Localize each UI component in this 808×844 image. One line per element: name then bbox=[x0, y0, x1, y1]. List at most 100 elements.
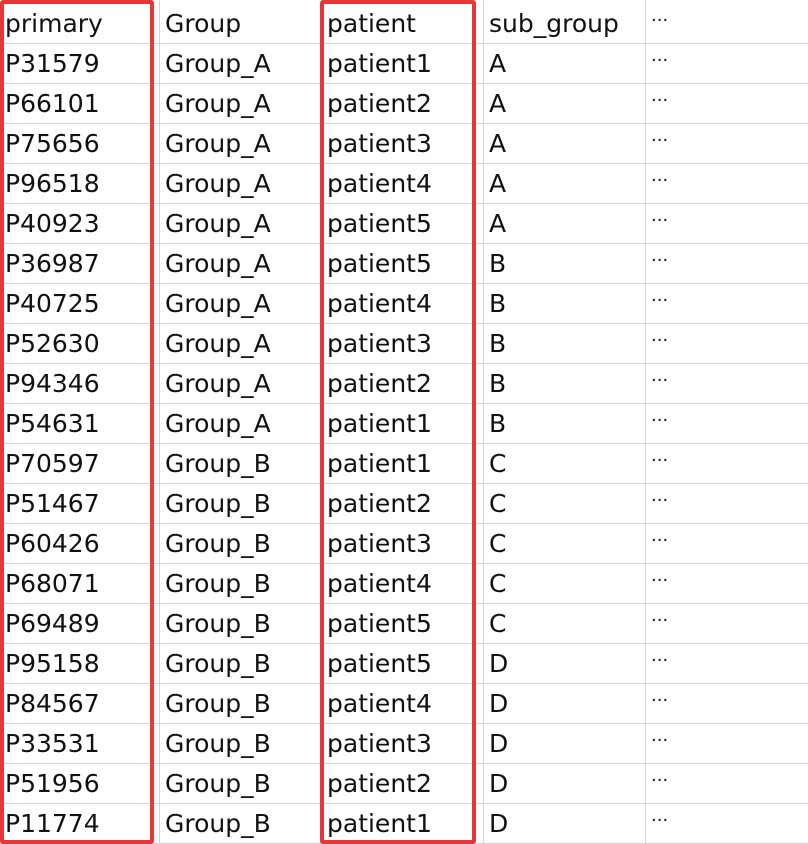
table-cell[interactable]: patient1 bbox=[327, 49, 432, 78]
table-cell[interactable]: P54631 bbox=[5, 409, 100, 438]
more-columns-indicator[interactable]: ··· bbox=[651, 10, 669, 31]
table-cell[interactable]: P36987 bbox=[5, 249, 100, 278]
table-cell[interactable]: P94346 bbox=[5, 369, 100, 398]
table-cell[interactable]: P95158 bbox=[5, 649, 100, 678]
ellipsis-cell[interactable]: ··· bbox=[651, 130, 669, 151]
table-cell[interactable]: Group_B bbox=[165, 449, 271, 478]
ellipsis-cell[interactable]: ··· bbox=[651, 370, 669, 391]
table-cell[interactable]: patient4 bbox=[327, 689, 432, 718]
table-cell[interactable]: Group_B bbox=[165, 529, 271, 558]
table-cell[interactable]: patient3 bbox=[327, 329, 432, 358]
table-cell[interactable]: patient5 bbox=[327, 609, 432, 638]
table-cell[interactable]: P31579 bbox=[5, 49, 100, 78]
table-cell[interactable]: D bbox=[489, 809, 509, 838]
table-cell[interactable]: patient3 bbox=[327, 529, 432, 558]
table-cell[interactable]: P60426 bbox=[5, 529, 100, 558]
table-cell[interactable]: patient2 bbox=[327, 489, 432, 518]
table-cell[interactable]: Group_A bbox=[165, 209, 271, 238]
table-cell[interactable]: A bbox=[489, 49, 507, 78]
table-cell[interactable]: B bbox=[489, 249, 507, 278]
table-cell[interactable]: patient5 bbox=[327, 649, 432, 678]
ellipsis-cell[interactable]: ··· bbox=[651, 170, 669, 191]
ellipsis-cell[interactable]: ··· bbox=[651, 690, 669, 711]
table-cell[interactable]: C bbox=[489, 609, 507, 638]
table-cell[interactable]: B bbox=[489, 289, 507, 318]
table-cell[interactable]: D bbox=[489, 729, 509, 758]
ellipsis-cell[interactable]: ··· bbox=[651, 210, 669, 231]
table-cell[interactable]: A bbox=[489, 209, 507, 238]
table-cell[interactable]: patient3 bbox=[327, 729, 432, 758]
table-cell[interactable]: A bbox=[489, 129, 507, 158]
ellipsis-cell[interactable]: ··· bbox=[651, 330, 669, 351]
table-cell[interactable]: patient1 bbox=[327, 809, 432, 838]
table-cell[interactable]: C bbox=[489, 529, 507, 558]
table-cell[interactable]: P84567 bbox=[5, 689, 100, 718]
table-cell[interactable]: P40923 bbox=[5, 209, 100, 238]
table-cell[interactable]: patient5 bbox=[327, 209, 432, 238]
table-cell[interactable]: Group_B bbox=[165, 569, 271, 598]
table-cell[interactable]: Group_B bbox=[165, 609, 271, 638]
column-header[interactable]: patient bbox=[327, 9, 416, 38]
table-cell[interactable]: Group_A bbox=[165, 89, 271, 118]
table-cell[interactable]: patient2 bbox=[327, 769, 432, 798]
table-cell[interactable]: C bbox=[489, 489, 507, 518]
table-cell[interactable]: P70597 bbox=[5, 449, 100, 478]
table-cell[interactable]: Group_A bbox=[165, 369, 271, 398]
table-cell[interactable]: Group_B bbox=[165, 689, 271, 718]
table-cell[interactable]: C bbox=[489, 449, 507, 478]
table-cell[interactable]: patient4 bbox=[327, 569, 432, 598]
table-cell[interactable]: Group_B bbox=[165, 489, 271, 518]
table-cell[interactable]: D bbox=[489, 769, 509, 798]
table-cell[interactable]: patient4 bbox=[327, 169, 432, 198]
ellipsis-cell[interactable]: ··· bbox=[651, 50, 669, 71]
table-cell[interactable]: D bbox=[489, 649, 509, 678]
table-cell[interactable]: patient1 bbox=[327, 409, 432, 438]
table-cell[interactable]: Group_B bbox=[165, 809, 271, 838]
table-cell[interactable]: P11774 bbox=[5, 809, 100, 838]
table-cell[interactable]: patient1 bbox=[327, 449, 432, 478]
table-cell[interactable]: P96518 bbox=[5, 169, 100, 198]
ellipsis-cell[interactable]: ··· bbox=[651, 650, 669, 671]
table-cell[interactable]: Group_B bbox=[165, 649, 271, 678]
table-cell[interactable]: B bbox=[489, 369, 507, 398]
ellipsis-cell[interactable]: ··· bbox=[651, 570, 669, 591]
table-cell[interactable]: Group_B bbox=[165, 769, 271, 798]
ellipsis-cell[interactable]: ··· bbox=[651, 450, 669, 471]
table-cell[interactable]: patient2 bbox=[327, 369, 432, 398]
table-cell[interactable]: Group_A bbox=[165, 289, 271, 318]
ellipsis-cell[interactable]: ··· bbox=[651, 290, 669, 311]
table-cell[interactable]: P40725 bbox=[5, 289, 100, 318]
ellipsis-cell[interactable]: ··· bbox=[651, 530, 669, 551]
table-cell[interactable]: patient5 bbox=[327, 249, 432, 278]
table-cell[interactable]: A bbox=[489, 169, 507, 198]
ellipsis-cell[interactable]: ··· bbox=[651, 90, 669, 111]
table-cell[interactable]: B bbox=[489, 329, 507, 358]
table-cell[interactable]: Group_A bbox=[165, 129, 271, 158]
table-cell[interactable]: P69489 bbox=[5, 609, 100, 638]
table-cell[interactable]: B bbox=[489, 409, 507, 438]
column-header[interactable]: primary bbox=[5, 9, 103, 38]
ellipsis-cell[interactable]: ··· bbox=[651, 770, 669, 791]
table-cell[interactable]: P33531 bbox=[5, 729, 100, 758]
table-cell[interactable]: Group_A bbox=[165, 329, 271, 358]
ellipsis-cell[interactable]: ··· bbox=[651, 610, 669, 631]
ellipsis-cell[interactable]: ··· bbox=[651, 730, 669, 751]
ellipsis-cell[interactable]: ··· bbox=[651, 490, 669, 511]
table-cell[interactable]: P52630 bbox=[5, 329, 100, 358]
table-cell[interactable]: A bbox=[489, 89, 507, 118]
table-cell[interactable]: patient2 bbox=[327, 89, 432, 118]
table-cell[interactable]: Group_A bbox=[165, 249, 271, 278]
column-header[interactable]: Group bbox=[165, 9, 242, 38]
ellipsis-cell[interactable]: ··· bbox=[651, 410, 669, 431]
table-cell[interactable]: patient3 bbox=[327, 129, 432, 158]
ellipsis-cell[interactable]: ··· bbox=[651, 250, 669, 271]
table-cell[interactable]: P51956 bbox=[5, 769, 100, 798]
ellipsis-cell[interactable]: ··· bbox=[651, 810, 669, 831]
table-cell[interactable]: Group_A bbox=[165, 409, 271, 438]
table-cell[interactable]: P66101 bbox=[5, 89, 100, 118]
table-cell[interactable]: P68071 bbox=[5, 569, 100, 598]
column-header[interactable]: sub_group bbox=[489, 9, 619, 38]
table-cell[interactable]: D bbox=[489, 689, 509, 718]
table-cell[interactable]: P51467 bbox=[5, 489, 100, 518]
table-cell[interactable]: Group_B bbox=[165, 729, 271, 758]
